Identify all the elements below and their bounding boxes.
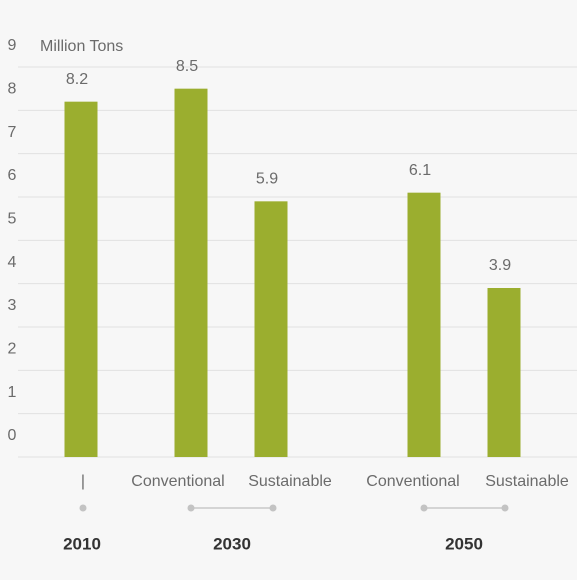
group-dot	[420, 504, 428, 512]
x-tick-label: Conventional	[366, 473, 459, 490]
bar	[64, 101, 98, 458]
x-tick-label: Conventional	[131, 473, 224, 490]
group-label: 2010	[63, 534, 101, 553]
group-label: 2030	[213, 534, 251, 553]
value-label: 8.5	[176, 58, 198, 75]
y-tick-label: 4	[8, 254, 17, 271]
x-tick-label: Sustainable	[485, 473, 569, 490]
group-dot	[79, 504, 87, 512]
y-tick-label: 9	[8, 37, 17, 54]
bar	[254, 201, 288, 457]
y-tick-label: 1	[8, 384, 17, 401]
x-tick-label: |	[81, 473, 85, 490]
bar	[174, 88, 208, 458]
group-dot	[269, 504, 277, 512]
value-label: 6.1	[409, 162, 431, 179]
group-dot	[187, 504, 195, 512]
bar	[407, 192, 441, 457]
y-tick-label: 2	[8, 341, 17, 358]
value-label: 3.9	[489, 257, 511, 274]
y-tick-label: 5	[8, 211, 17, 228]
group-dot	[501, 504, 509, 512]
value-label: 5.9	[256, 171, 278, 188]
y-tick-label: 0	[8, 427, 17, 444]
y-tick-label: 7	[8, 124, 17, 141]
y-tick-label: 3	[8, 297, 17, 314]
y-tick-label: 6	[8, 167, 17, 184]
value-label: 8.2	[66, 71, 88, 88]
y-tick-label: 8	[8, 81, 17, 98]
unit-label: Million Tons	[40, 38, 123, 55]
group-label: 2050	[445, 534, 483, 553]
x-tick-label: Sustainable	[248, 473, 332, 490]
bar	[487, 288, 521, 457]
